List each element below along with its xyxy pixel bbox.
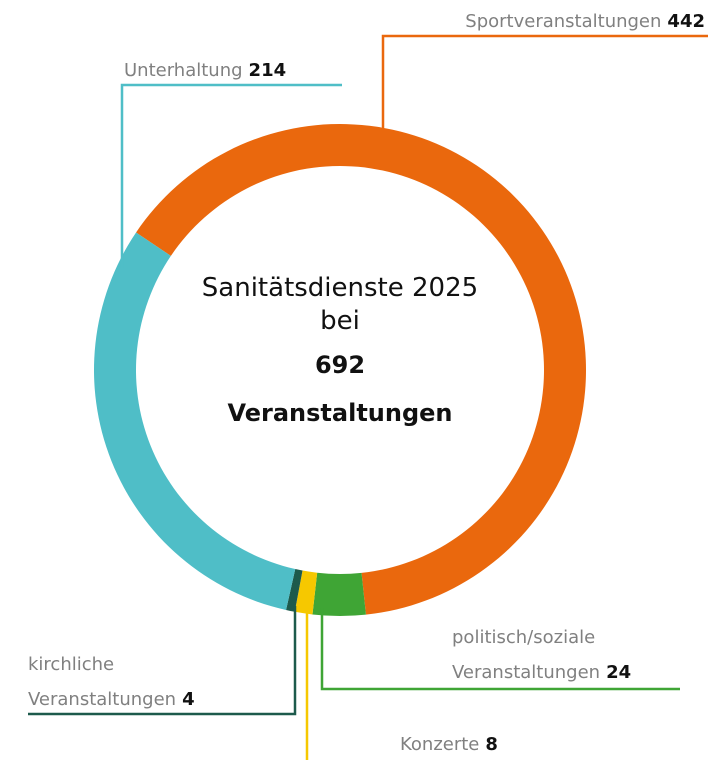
label-value: 24 — [606, 662, 632, 683]
label-value: 4 — [182, 689, 195, 710]
label-value: 214 — [248, 60, 287, 81]
segment-label: Unterhaltung 214 — [124, 53, 286, 88]
donut-segment — [312, 572, 366, 616]
donut-segment — [94, 232, 296, 611]
segment-label: politisch/soziale Veranstaltungen 24 — [452, 620, 692, 690]
donut-segment — [286, 569, 303, 612]
label-name: Konzerte — [400, 734, 480, 755]
label-name: politisch/soziale Veranstaltungen — [452, 627, 601, 683]
center-label: Sanitätsdienste 2025 bei 692 Veranstaltu… — [200, 272, 480, 434]
center-total: 692 — [314, 351, 366, 379]
leader-line — [320, 608, 680, 691]
segment-label: Sportveranstaltungen 442 — [465, 4, 705, 39]
leader-line — [28, 606, 297, 716]
segment-label: kirchliche Veranstaltungen 4 — [28, 647, 268, 717]
segment-label: Konzerte 8 — [400, 727, 498, 762]
label-value: 8 — [485, 734, 498, 755]
label-name: kirchliche Veranstaltungen — [28, 654, 177, 710]
label-name: Sportveranstaltungen — [465, 11, 662, 32]
leader-line — [381, 34, 708, 130]
label-name: Unterhaltung — [124, 60, 243, 81]
leader-line — [120, 83, 342, 268]
center-text: Sanitätsdienste 2025 bei — [201, 273, 479, 336]
donut-segment — [294, 570, 318, 615]
center-total-label: Veranstaltungen — [227, 399, 453, 427]
label-value: 442 — [667, 11, 705, 32]
